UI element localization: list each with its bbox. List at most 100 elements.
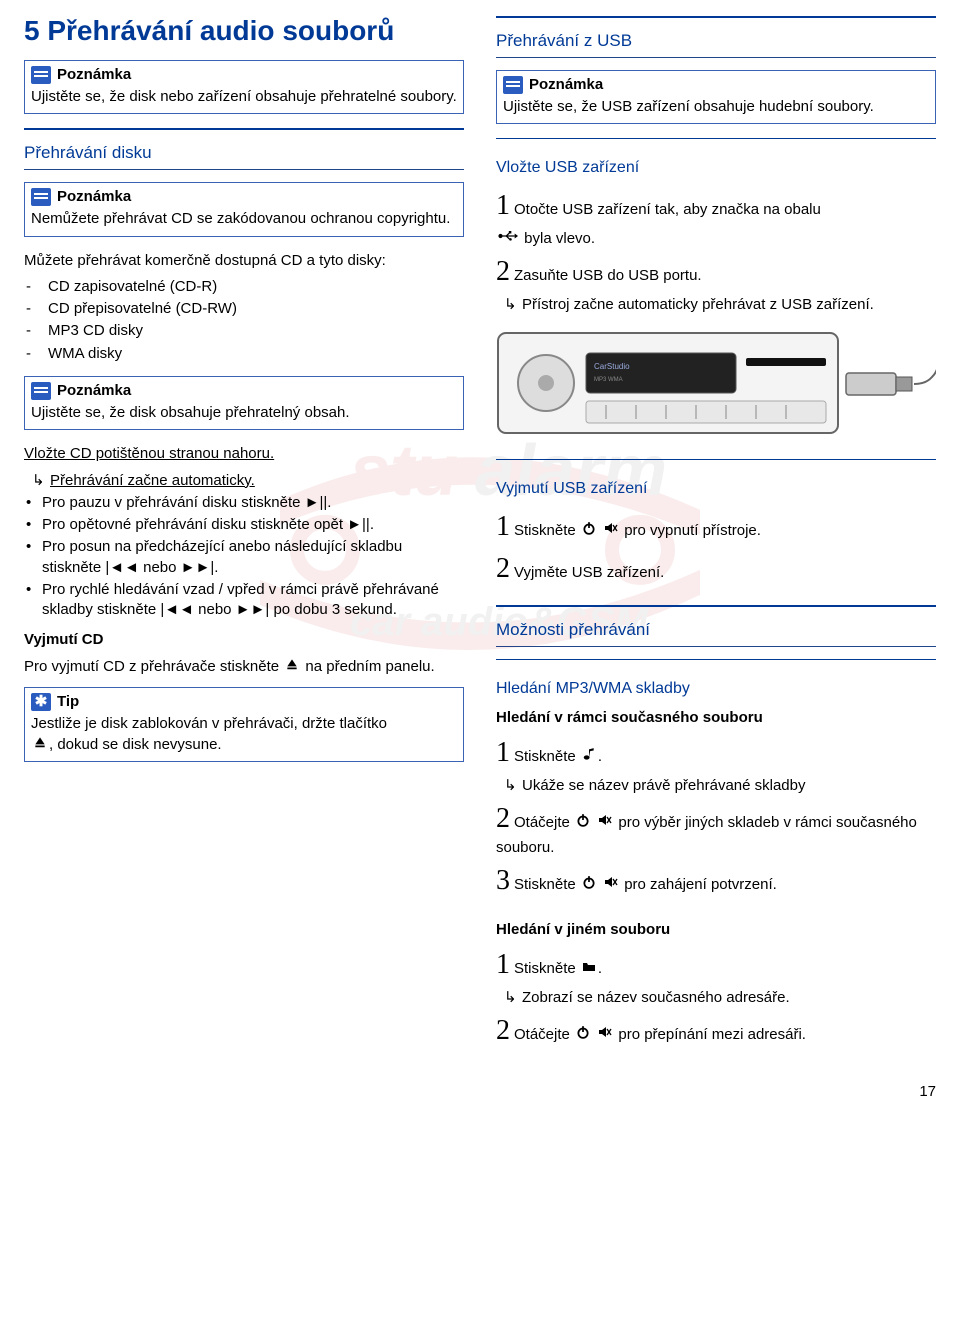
step-text: Stiskněte pro zahájení potvrzení.: [514, 876, 777, 893]
list-item: Pro opětovné přehrávání disku stiskněte …: [42, 515, 464, 535]
step-text: byla vlevo.: [524, 230, 595, 247]
disk-list: CD zapisovatelné (CD-R) CD přepisovateln…: [24, 277, 464, 364]
text-fragment: Jestliže je disk zablokován v přehrávači…: [31, 715, 387, 732]
note-label: Poznámka: [529, 75, 603, 95]
tip-label: Tip: [57, 692, 79, 712]
mute-icon: [604, 521, 618, 541]
heading-remove-usb: Vyjmutí USB zařízení: [496, 478, 936, 500]
left-column: 5 Přehrávání audio souborů Poznámka Ujis…: [24, 12, 464, 1054]
search-current-heading: Hledání v rámci současného souboru: [496, 708, 936, 728]
mute-icon: [604, 875, 618, 895]
cur-step-2: 2Otáčejte pro výběr jiných skladeb v rám…: [496, 800, 936, 858]
power-icon: [576, 813, 590, 833]
note-text: Ujistěte se, že disk nebo zařízení obsah…: [31, 87, 457, 107]
divider: [24, 128, 464, 130]
list-item: Pro pauzu v přehrávání disku stiskněte ►…: [42, 493, 464, 513]
search-other-heading: Hledání v jiném souboru: [496, 920, 936, 940]
list-item: Pro posun na předcházející anebo následu…: [42, 537, 464, 578]
folder-icon: [582, 959, 596, 979]
cur-step-1-result: Ukáže se název právě přehrávané skladby: [496, 776, 936, 796]
step-text: Otáčejte pro přepínání mezi adresáři.: [514, 1026, 806, 1043]
note-box-3: Poznámka Ujistěte se, že disk obsahuje p…: [24, 376, 464, 431]
tip-text: Jestliže je disk zablokován v přehrávači…: [31, 714, 457, 755]
text-fragment: , dokud se disk nevysune.: [49, 736, 222, 753]
step-2-result: Přístroj začne automaticky přehrávat z U…: [496, 295, 936, 315]
tip-box: ✱ Tip Jestliže je disk zablokován v přeh…: [24, 687, 464, 762]
step-text: Vyjměte USB zařízení.: [514, 564, 664, 581]
page-number: 17: [24, 1082, 936, 1102]
text-fragment: Stiskněte: [514, 522, 580, 539]
step-number: 2: [496, 1012, 510, 1050]
text-fragment: Stiskněte: [514, 748, 580, 765]
eject-icon: [285, 657, 299, 677]
power-icon: [582, 875, 596, 895]
list-item: MP3 CD disky: [48, 321, 464, 341]
text-fragment: pro přepínání mezi adresáři.: [614, 1026, 806, 1043]
note-box-1: Poznámka Ujistěte se, že disk nebo zaříz…: [24, 60, 464, 115]
disks-intro: Můžete přehrávat komerčně dostupná CD a …: [24, 251, 464, 271]
divider: [496, 646, 936, 647]
list-item: CD přepisovatelné (CD-RW): [48, 299, 464, 319]
text-fragment: Otáčejte: [514, 1026, 574, 1043]
list-item: Pro rychlé hledávání vzad / vpřed v rámc…: [42, 580, 464, 621]
note-icon: [503, 76, 523, 94]
insert-cd-heading: Vložte CD potištěnou stranou nahoru.: [24, 444, 464, 464]
remove-step-1: 1Stiskněte pro vypnutí přístroje.: [496, 508, 936, 546]
other-step-1: 1Stiskněte .: [496, 946, 936, 984]
list-item: CD zapisovatelné (CD-R): [48, 277, 464, 297]
tip-icon: ✱: [31, 693, 51, 711]
heading-disk-playback: Přehrávání disku: [24, 142, 464, 165]
step-number: 1: [496, 508, 510, 546]
step-text: Stiskněte pro vypnutí přístroje.: [514, 522, 761, 539]
mute-icon: [598, 813, 612, 833]
text-fragment: na předním panelu.: [301, 658, 434, 675]
note-label: Poznámka: [57, 187, 131, 207]
mute-icon: [598, 1025, 612, 1045]
other-step-1-result: Zobrazí se název současného adresáře.: [496, 988, 936, 1008]
text-fragment: .: [598, 960, 602, 977]
insert-cd-result: Přehrávání začne automaticky.: [24, 471, 464, 491]
step-text: Stiskněte .: [514, 960, 602, 977]
step-number: 3: [496, 862, 510, 900]
power-icon: [582, 521, 596, 541]
heading-search-mp3: Hledání MP3/WMA skladby: [496, 678, 936, 700]
note-text: Nemůžete přehrávat CD se zakódovanou och…: [31, 209, 457, 229]
step-1-continued: byla vlevo.: [496, 229, 936, 249]
text-fragment: Otáčejte: [514, 814, 574, 831]
eject-icon: [33, 735, 47, 755]
divider: [496, 57, 936, 58]
note-text: Ujistěte se, že USB zařízení obsahuje hu…: [503, 97, 929, 117]
note-label: Poznámka: [57, 65, 131, 85]
right-column: Přehrávání z USB Poznámka Ujistěte se, ž…: [496, 12, 936, 1054]
svg-text:CarStudio: CarStudio: [594, 362, 630, 371]
cur-step-1: 1Stiskněte .: [496, 734, 936, 772]
text-fragment: Stiskněte: [514, 960, 580, 977]
step-1: 1Otočte USB zařízení tak, aby značka na …: [496, 187, 936, 225]
remove-step-2: 2Vyjměte USB zařízení.: [496, 550, 936, 588]
car-stereo-illustration: CarStudio MP3 WMA: [496, 323, 936, 443]
heading-playback-options: Možnosti přehrávání: [496, 619, 936, 642]
divider: [496, 605, 936, 607]
note-icon: [31, 66, 51, 84]
eject-cd-heading: Vyjmutí CD: [24, 630, 464, 650]
heading-insert-usb: Vložte USB zařízení: [496, 157, 936, 179]
step-text: Otočte USB zařízení tak, aby značka na o…: [514, 201, 821, 218]
note-box-2: Poznámka Nemůžete přehrávat CD se zakódo…: [24, 182, 464, 237]
power-icon: [576, 1025, 590, 1045]
playback-controls-list: Pro pauzu v přehrávání disku stiskněte ►…: [24, 493, 464, 621]
text-fragment: Stiskněte: [514, 876, 580, 893]
music-note-icon: [582, 747, 596, 767]
usb-icon: [498, 229, 518, 249]
eject-cd-text: Pro vyjmutí CD z přehrávače stiskněte na…: [24, 657, 464, 677]
divider: [496, 659, 936, 660]
step-number: 2: [496, 253, 510, 291]
divider: [496, 459, 936, 460]
svg-text:MP3 WMA: MP3 WMA: [594, 377, 623, 383]
heading-usb-playback: Přehrávání z USB: [496, 30, 936, 53]
step-number: 2: [496, 550, 510, 588]
other-step-2: 2Otáčejte pro přepínání mezi adresáři.: [496, 1012, 936, 1050]
step-number: 1: [496, 946, 510, 984]
note-label: Poznámka: [57, 381, 131, 401]
divider: [496, 138, 936, 139]
text-fragment: .: [598, 748, 602, 765]
